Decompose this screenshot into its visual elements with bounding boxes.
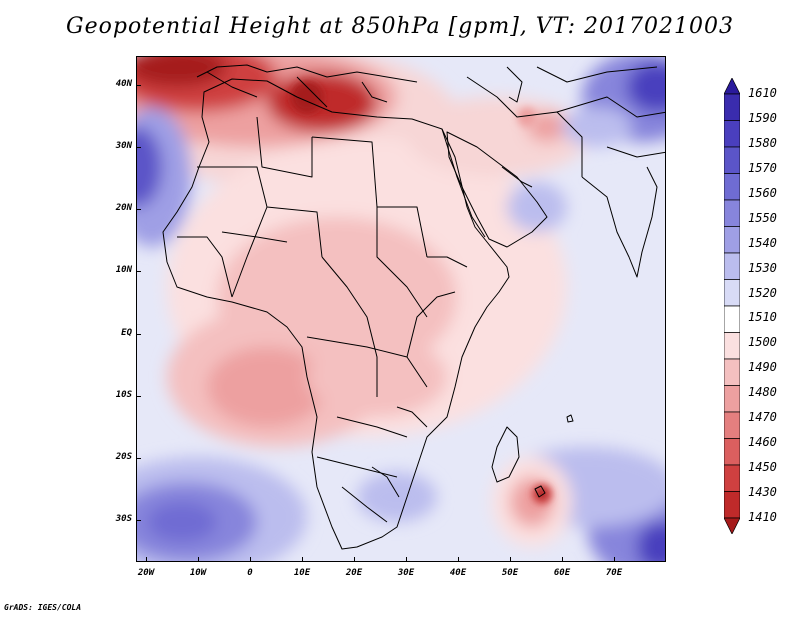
height-field-shading bbox=[137, 57, 665, 561]
coastlines bbox=[162, 64, 665, 550]
colorbar-label: 1580 bbox=[748, 135, 777, 150]
colorbar-segment bbox=[724, 120, 740, 148]
colorbar-label: 1450 bbox=[748, 460, 777, 475]
lon-label: 50E bbox=[501, 568, 519, 578]
height-field-map bbox=[137, 57, 665, 561]
lon-label: 0 bbox=[247, 568, 253, 578]
lon-tick bbox=[614, 557, 615, 562]
colorbar-label: 1520 bbox=[748, 285, 777, 300]
lon-tick bbox=[562, 557, 563, 562]
colorbar-segment bbox=[724, 332, 740, 360]
colorbar-label: 1610 bbox=[748, 86, 777, 100]
lat-tick bbox=[136, 85, 141, 86]
map-plot-area bbox=[136, 56, 666, 562]
lon-tick bbox=[510, 557, 511, 562]
lat-label: 30N bbox=[115, 141, 132, 151]
colorbar-label: 1560 bbox=[748, 185, 777, 200]
colorbar-label: 1430 bbox=[748, 485, 777, 500]
colorbar-segment bbox=[724, 305, 740, 333]
colorbar-label: 1470 bbox=[748, 410, 777, 425]
lon-label: 20E bbox=[345, 568, 363, 578]
lon-label: 40E bbox=[449, 568, 467, 578]
colorbar-label: 1590 bbox=[748, 110, 777, 125]
lat-tick bbox=[136, 271, 141, 272]
lat-tick bbox=[136, 396, 141, 397]
colorbar-top-triangle bbox=[724, 78, 740, 95]
colorbar-segment bbox=[724, 199, 740, 227]
lat-label: 40N bbox=[115, 79, 132, 89]
map-title: Geopotential Height at 850hPa [gpm], VT:… bbox=[66, 14, 734, 39]
lon-label: 20W bbox=[137, 568, 155, 578]
lat-tick bbox=[136, 334, 141, 335]
colorbar-segment bbox=[724, 438, 740, 466]
colorbar-segment bbox=[724, 252, 740, 280]
colorbar-bottom-triangle bbox=[724, 517, 740, 534]
colorbar-label: 1540 bbox=[748, 235, 777, 250]
colorbar-label: 1570 bbox=[748, 160, 777, 175]
lon-tick bbox=[354, 557, 355, 562]
lat-tick bbox=[136, 147, 141, 148]
colorbar-segment bbox=[724, 464, 740, 492]
colorbar-segment bbox=[724, 279, 740, 307]
colorbar-segment bbox=[724, 173, 740, 201]
lon-tick bbox=[250, 557, 251, 562]
lat-label: 30S bbox=[115, 514, 132, 524]
lat-label: 20S bbox=[115, 452, 132, 462]
lon-tick bbox=[458, 557, 459, 562]
colorbar bbox=[724, 78, 740, 534]
colorbar-segment bbox=[724, 411, 740, 439]
lon-tick bbox=[302, 557, 303, 562]
colorbar-segment bbox=[724, 146, 740, 174]
colorbar-segment bbox=[724, 385, 740, 413]
colorbar-label: 1460 bbox=[748, 435, 777, 450]
colorbar-label: 1480 bbox=[748, 385, 777, 400]
lon-label: 10W bbox=[189, 568, 207, 578]
colorbar-segment bbox=[724, 226, 740, 254]
colorbar-segment bbox=[724, 93, 740, 121]
lat-tick bbox=[136, 458, 141, 459]
colorbar-segment bbox=[724, 358, 740, 386]
colorbar-label: 1510 bbox=[748, 310, 777, 325]
lon-label: 10E bbox=[293, 568, 311, 578]
lat-tick bbox=[136, 209, 141, 210]
lon-tick bbox=[146, 557, 147, 562]
colorbar-segment bbox=[724, 491, 740, 519]
colorbar-label: 1530 bbox=[748, 260, 777, 275]
grads-credit: GrADS: IGES/COLA bbox=[4, 603, 82, 612]
colorbar-label: 1410 bbox=[748, 510, 777, 524]
lon-label: 70E bbox=[605, 568, 623, 578]
lat-label: 10S bbox=[115, 390, 132, 400]
lon-tick bbox=[198, 557, 199, 562]
lon-label: 30E bbox=[397, 568, 415, 578]
lon-tick bbox=[406, 557, 407, 562]
lat-tick bbox=[136, 520, 141, 521]
colorbar-svg bbox=[724, 78, 740, 534]
lat-label: 10N bbox=[115, 265, 132, 275]
lat-label: 20N bbox=[115, 203, 132, 213]
colorbar-label: 1550 bbox=[748, 210, 777, 225]
colorbar-label: 1490 bbox=[748, 360, 777, 375]
lat-label: EQ bbox=[121, 328, 132, 338]
lon-label: 60E bbox=[553, 568, 571, 578]
colorbar-label: 1500 bbox=[748, 335, 777, 350]
